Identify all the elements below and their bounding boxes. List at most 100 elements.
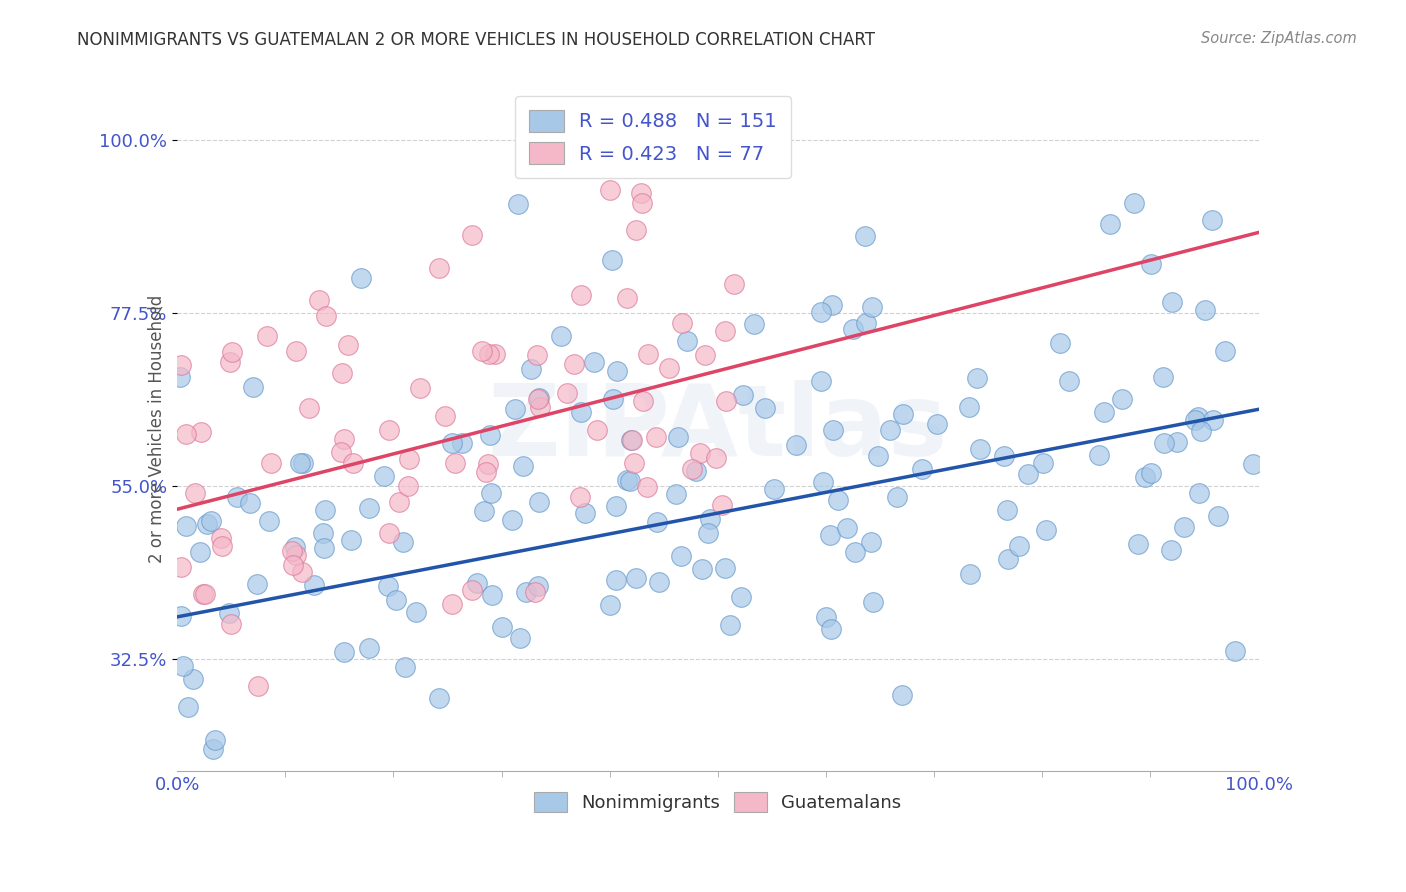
Point: [699, 511, 721, 525]
Point: [184, 486, 207, 500]
Point: [350, 271, 373, 285]
Point: [862, 595, 884, 609]
Point: [1126, 537, 1149, 551]
Point: [731, 388, 754, 402]
Point: [484, 347, 506, 361]
Point: [569, 405, 592, 419]
Point: [619, 474, 641, 488]
Point: [515, 585, 537, 599]
Point: [1152, 370, 1174, 384]
Point: [866, 449, 889, 463]
Point: [520, 361, 543, 376]
Point: [281, 558, 304, 573]
Point: [723, 277, 745, 292]
Point: [665, 486, 688, 500]
Point: [434, 409, 457, 424]
Point: [1201, 213, 1223, 227]
Point: [312, 541, 335, 556]
Point: [427, 690, 450, 705]
Point: [714, 324, 737, 338]
Point: [671, 316, 693, 330]
Point: [623, 456, 645, 470]
Point: [636, 480, 658, 494]
Point: [461, 583, 484, 598]
Point: [1049, 335, 1071, 350]
Point: [209, 531, 232, 545]
Point: [285, 344, 308, 359]
Point: [1153, 435, 1175, 450]
Point: [218, 355, 240, 369]
Point: [818, 528, 841, 542]
Point: [526, 347, 548, 361]
Point: [193, 587, 215, 601]
Point: [714, 561, 737, 575]
Point: [478, 347, 501, 361]
Legend: Nonimmigrants, Guatemalans: Nonimmigrants, Guatemalans: [523, 780, 912, 823]
Point: [574, 506, 596, 520]
Point: [814, 610, 837, 624]
Point: [648, 575, 671, 590]
Point: [860, 534, 883, 549]
Y-axis label: 2 or more Vehicles in Household: 2 or more Vehicles in Household: [148, 294, 166, 563]
Point: [200, 514, 222, 528]
Point: [1092, 405, 1115, 419]
Point: [465, 576, 488, 591]
Point: [1189, 424, 1212, 438]
Point: [378, 526, 401, 541]
Point: [333, 432, 356, 446]
Point: [689, 446, 711, 460]
Point: [630, 186, 652, 200]
Point: [911, 462, 934, 476]
Point: [993, 449, 1015, 463]
Point: [384, 592, 406, 607]
Point: [218, 606, 240, 620]
Point: [1008, 539, 1031, 553]
Point: [959, 566, 981, 581]
Point: [396, 479, 419, 493]
Point: [1206, 508, 1229, 523]
Point: [810, 305, 832, 319]
Point: [471, 344, 494, 359]
Point: [312, 525, 335, 540]
Point: [605, 499, 627, 513]
Point: [1213, 343, 1236, 358]
Point: [245, 576, 267, 591]
Point: [481, 588, 503, 602]
Point: [260, 456, 283, 470]
Point: [602, 392, 624, 406]
Point: [1032, 456, 1054, 470]
Point: [606, 364, 628, 378]
Point: [568, 490, 591, 504]
Point: [616, 291, 638, 305]
Point: [337, 337, 360, 351]
Point: [194, 587, 217, 601]
Point: [744, 318, 766, 332]
Point: [1161, 294, 1184, 309]
Point: [195, 516, 218, 531]
Point: [170, 559, 193, 574]
Point: [669, 549, 692, 563]
Point: [527, 392, 550, 407]
Point: [388, 495, 411, 509]
Point: [1098, 218, 1121, 232]
Point: [681, 461, 703, 475]
Point: [685, 464, 707, 478]
Point: [969, 442, 991, 456]
Point: [995, 502, 1018, 516]
Point: [391, 535, 413, 549]
Point: [394, 659, 416, 673]
Point: [221, 344, 243, 359]
Point: [697, 525, 720, 540]
Point: [479, 428, 502, 442]
Point: [172, 659, 194, 673]
Point: [997, 551, 1019, 566]
Point: [586, 423, 609, 437]
Point: [1184, 413, 1206, 427]
Point: [461, 228, 484, 243]
Point: [257, 795, 280, 809]
Point: [398, 451, 420, 466]
Point: [704, 451, 727, 466]
Point: [527, 391, 550, 405]
Point: [450, 436, 472, 450]
Point: [285, 549, 308, 563]
